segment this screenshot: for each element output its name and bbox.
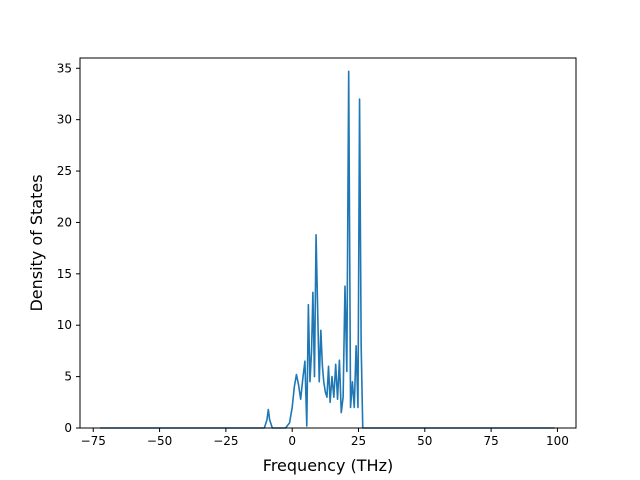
y-tick-label: 25	[57, 164, 72, 178]
plot-frame	[79, 57, 577, 429]
x-tick-label: 100	[546, 434, 569, 448]
y-tick-label: 20	[57, 215, 72, 229]
x-tick-label: −75	[81, 434, 106, 448]
y-axis-label: Density of States	[27, 174, 46, 311]
x-tick-label: 50	[417, 434, 432, 448]
x-tick-label: −25	[213, 434, 238, 448]
y-tick-label: 0	[64, 421, 72, 435]
y-tick-label: 10	[57, 318, 72, 332]
y-tick-label: 5	[64, 370, 72, 384]
x-tick-label: 0	[288, 434, 296, 448]
y-tick-label: 30	[57, 113, 72, 127]
x-tick-label: −50	[147, 434, 172, 448]
x-tick-label: 25	[351, 434, 366, 448]
axis-ticks: −75 −50 −25 0 25 50 75 100 0 5 10 15 20 25 30 35	[57, 61, 569, 448]
y-tick-label: 15	[57, 267, 72, 281]
y-tick-label: 35	[57, 61, 72, 75]
x-tick-label: 75	[483, 434, 498, 448]
x-axis-label: Frequency (THz)	[263, 456, 393, 475]
